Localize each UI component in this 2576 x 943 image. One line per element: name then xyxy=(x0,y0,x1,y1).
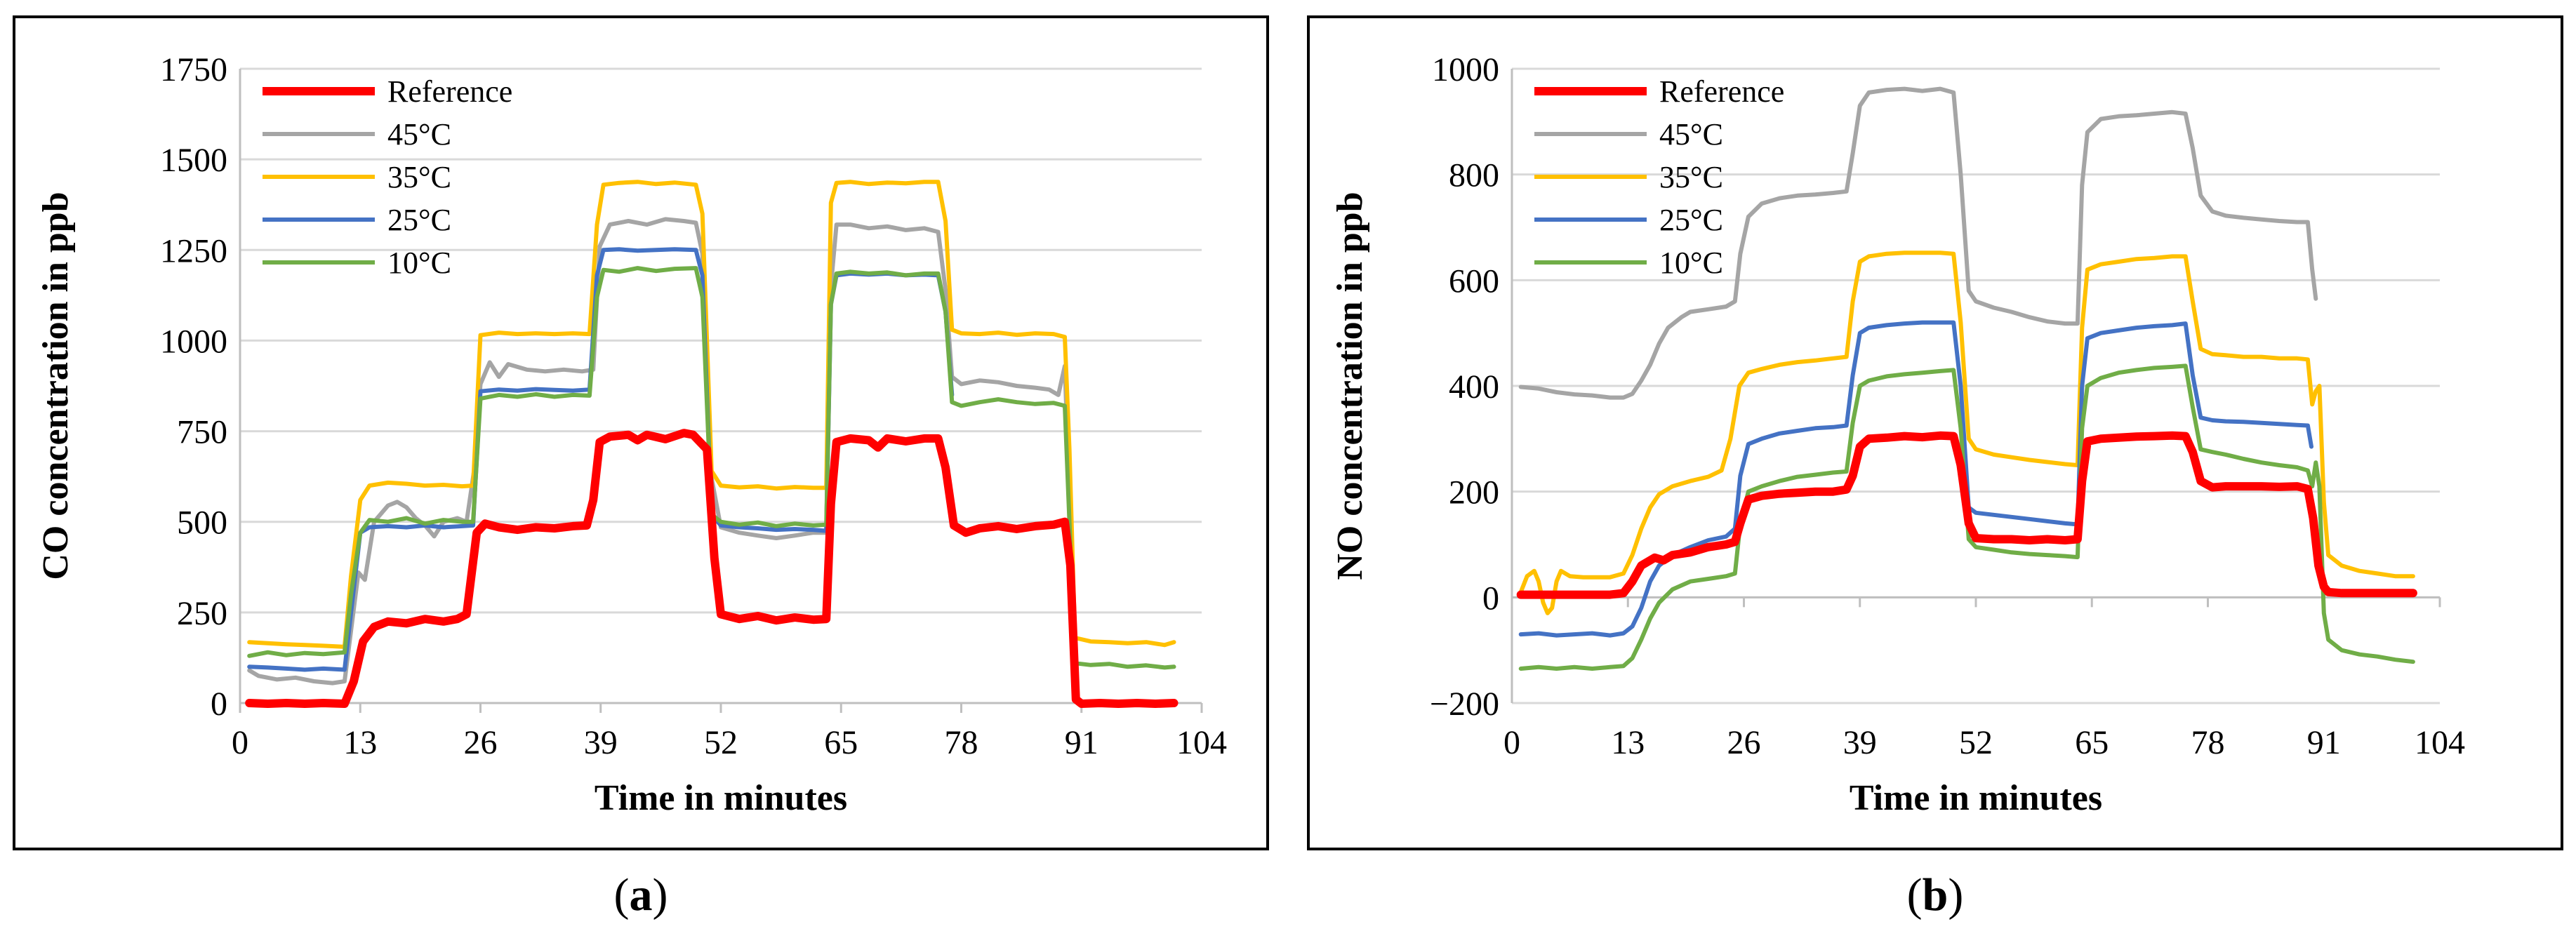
series-line-reference xyxy=(1516,431,2417,599)
x-tick-label: 52 xyxy=(1959,724,1993,761)
x-tick-label: 104 xyxy=(1176,724,1227,761)
legend-label-35c: 35°C xyxy=(387,160,451,194)
legend-label-reference: Reference xyxy=(1659,74,1784,109)
y-tick-label: 1750 xyxy=(160,51,227,88)
y-tick-label: 0 xyxy=(1482,580,1499,617)
series-line-25c xyxy=(1518,320,2313,638)
caption-b-label: b xyxy=(1922,869,1948,921)
series-line-10c xyxy=(247,266,1176,670)
x-tick-label: 39 xyxy=(584,724,618,761)
legend-label-25c: 25°C xyxy=(1659,203,1723,237)
x-tick-label: 65 xyxy=(2075,724,2109,761)
legend-label-45c: 45°C xyxy=(387,117,451,152)
y-tick-label: 1250 xyxy=(160,232,227,269)
caption-a-label: a xyxy=(629,869,653,921)
y-tick-label: 400 xyxy=(1449,368,1499,406)
x-axis-title: Time in minutes xyxy=(595,778,847,818)
y-tick-label: 250 xyxy=(177,595,227,632)
series-line-10c xyxy=(1518,363,2415,671)
legend-label-25c: 25°C xyxy=(387,203,451,237)
legend-label-10c: 10°C xyxy=(387,246,451,280)
x-tick-label: 104 xyxy=(2415,724,2465,761)
y-tick-label: 1500 xyxy=(160,142,227,179)
x-tick-label: 65 xyxy=(824,724,858,761)
series-line-reference xyxy=(245,429,1179,708)
legend-label-45c: 45°C xyxy=(1659,117,1723,152)
x-tick-label: 26 xyxy=(464,724,498,761)
y-tick-label: 200 xyxy=(1449,474,1499,511)
series-line-35c xyxy=(247,180,1176,649)
x-tick-label: 91 xyxy=(2307,724,2341,761)
caption-b: (b) xyxy=(1906,869,1964,921)
y-tick-label: 600 xyxy=(1449,262,1499,300)
co-chart: 0 250 500 750 1000 1250 1500 1750 0 13 26 39 52 65 78 9… xyxy=(36,51,1227,818)
caption-a: (a) xyxy=(613,869,668,921)
legend-label-35c: 35°C xyxy=(1659,160,1723,194)
x-tick-label: 0 xyxy=(1503,724,1520,761)
x-tick-label: 78 xyxy=(2191,724,2225,761)
x-tick-label: 26 xyxy=(1727,724,1761,761)
y-axis-title: CO concentration in ppb xyxy=(36,192,76,580)
y-tick-label: 800 xyxy=(1449,157,1499,194)
series-line-35c xyxy=(1518,250,2415,615)
x-tick-label: 39 xyxy=(1843,724,1877,761)
x-tick-label: 13 xyxy=(343,724,377,761)
series-line-45c xyxy=(247,217,1077,685)
chart-panel-a: 0 250 500 750 1000 1250 1500 1750 0 13 26 39 52 65 78 9… xyxy=(13,15,1269,850)
x-axis-title: Time in minutes xyxy=(1850,778,2102,818)
series-line-45c xyxy=(1518,86,2318,400)
legend-label-reference: Reference xyxy=(387,74,512,109)
chart-panel-b: −200 0 200 400 600 800 1000 0 13 26 39 52 65 78 91 104 T… xyxy=(1307,15,2563,850)
x-tick-label: 91 xyxy=(1065,724,1098,761)
y-tick-label: 1000 xyxy=(160,323,227,360)
legend-label-10c: 10°C xyxy=(1659,246,1723,280)
y-tick-label: 500 xyxy=(177,504,227,542)
y-axis-title: NO concentration in ppb xyxy=(1330,192,1370,580)
x-tick-label: 52 xyxy=(704,724,738,761)
y-tick-label: 750 xyxy=(177,414,227,451)
y-tick-label: 0 xyxy=(211,685,227,723)
x-tick-label: 78 xyxy=(945,724,978,761)
x-tick-label: 13 xyxy=(1611,724,1645,761)
x-tick-label: 0 xyxy=(232,724,248,761)
y-tick-label: 1000 xyxy=(1432,51,1499,88)
y-tick-label: −200 xyxy=(1430,685,1499,723)
